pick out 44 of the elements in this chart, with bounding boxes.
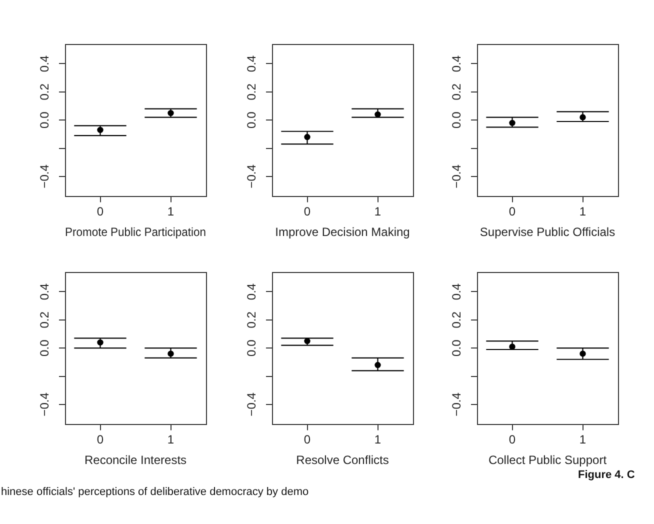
y-tick-label: 0.2	[244, 83, 258, 100]
y-tick-label: 0.0	[37, 111, 52, 128]
x-tick-label: 0	[96, 204, 104, 219]
x-axis-title: Reconcile Interests	[84, 453, 187, 468]
y-tick-label: 0.4	[244, 283, 258, 300]
x-axis-title: Resolve Conflicts	[296, 453, 389, 468]
x-tick-label: 1	[374, 204, 382, 219]
y-tick-label: 0.0	[37, 339, 52, 356]
x-tick-label: 1	[579, 204, 586, 219]
y-tick-label: 0.4	[449, 283, 464, 300]
x-axis-title: Collect Public Support	[488, 453, 608, 468]
text: hinese officials' perceptions of deliberative democracy by demo	[1, 486, 309, 499]
x-tick-label: 0	[96, 432, 104, 447]
y-tick-label: 0.2	[244, 311, 258, 328]
y-tick-label: −0.4	[37, 392, 52, 416]
y-tick-label: 0.0	[244, 111, 258, 128]
x-tick-label: 0	[304, 204, 311, 219]
y-tick-label: 0.2	[37, 311, 52, 328]
x-tick-label: 1	[167, 432, 174, 447]
x-tick-label: 1	[167, 204, 174, 219]
x-tick-label: 0	[508, 432, 516, 447]
y-tick-label: 0.4	[449, 55, 464, 72]
x-axis-title: Improve Decision Making	[275, 225, 410, 240]
y-tick-label: 0.4	[37, 283, 52, 300]
y-tick-label: −0.4	[244, 164, 258, 188]
x-tick-label: 0	[304, 432, 311, 447]
y-tick-label: 0.0	[244, 339, 258, 356]
y-tick-label: 0.4	[244, 55, 258, 72]
y-tick-label: −0.4	[449, 164, 464, 188]
caption: Figure 4. C	[578, 469, 635, 482]
y-tick-label: −0.4	[37, 164, 52, 188]
y-tick-label: 0.4	[37, 55, 52, 72]
y-tick-label: 0.2	[449, 311, 464, 328]
x-tick-label: 1	[579, 432, 586, 447]
x-axis-title: Promote Public Participation	[65, 226, 206, 240]
y-tick-label: 0.0	[449, 339, 464, 356]
x-tick-label: 0	[508, 204, 516, 219]
x-axis-title: Supervise Public Officials	[480, 225, 616, 240]
x-tick-label: 1	[374, 432, 382, 447]
y-tick-label: 0.2	[449, 83, 464, 100]
y-tick-label: 0.2	[37, 83, 52, 100]
y-tick-label: −0.4	[449, 392, 464, 416]
y-tick-label: 0.0	[449, 111, 464, 128]
y-tick-label: −0.4	[244, 392, 258, 416]
